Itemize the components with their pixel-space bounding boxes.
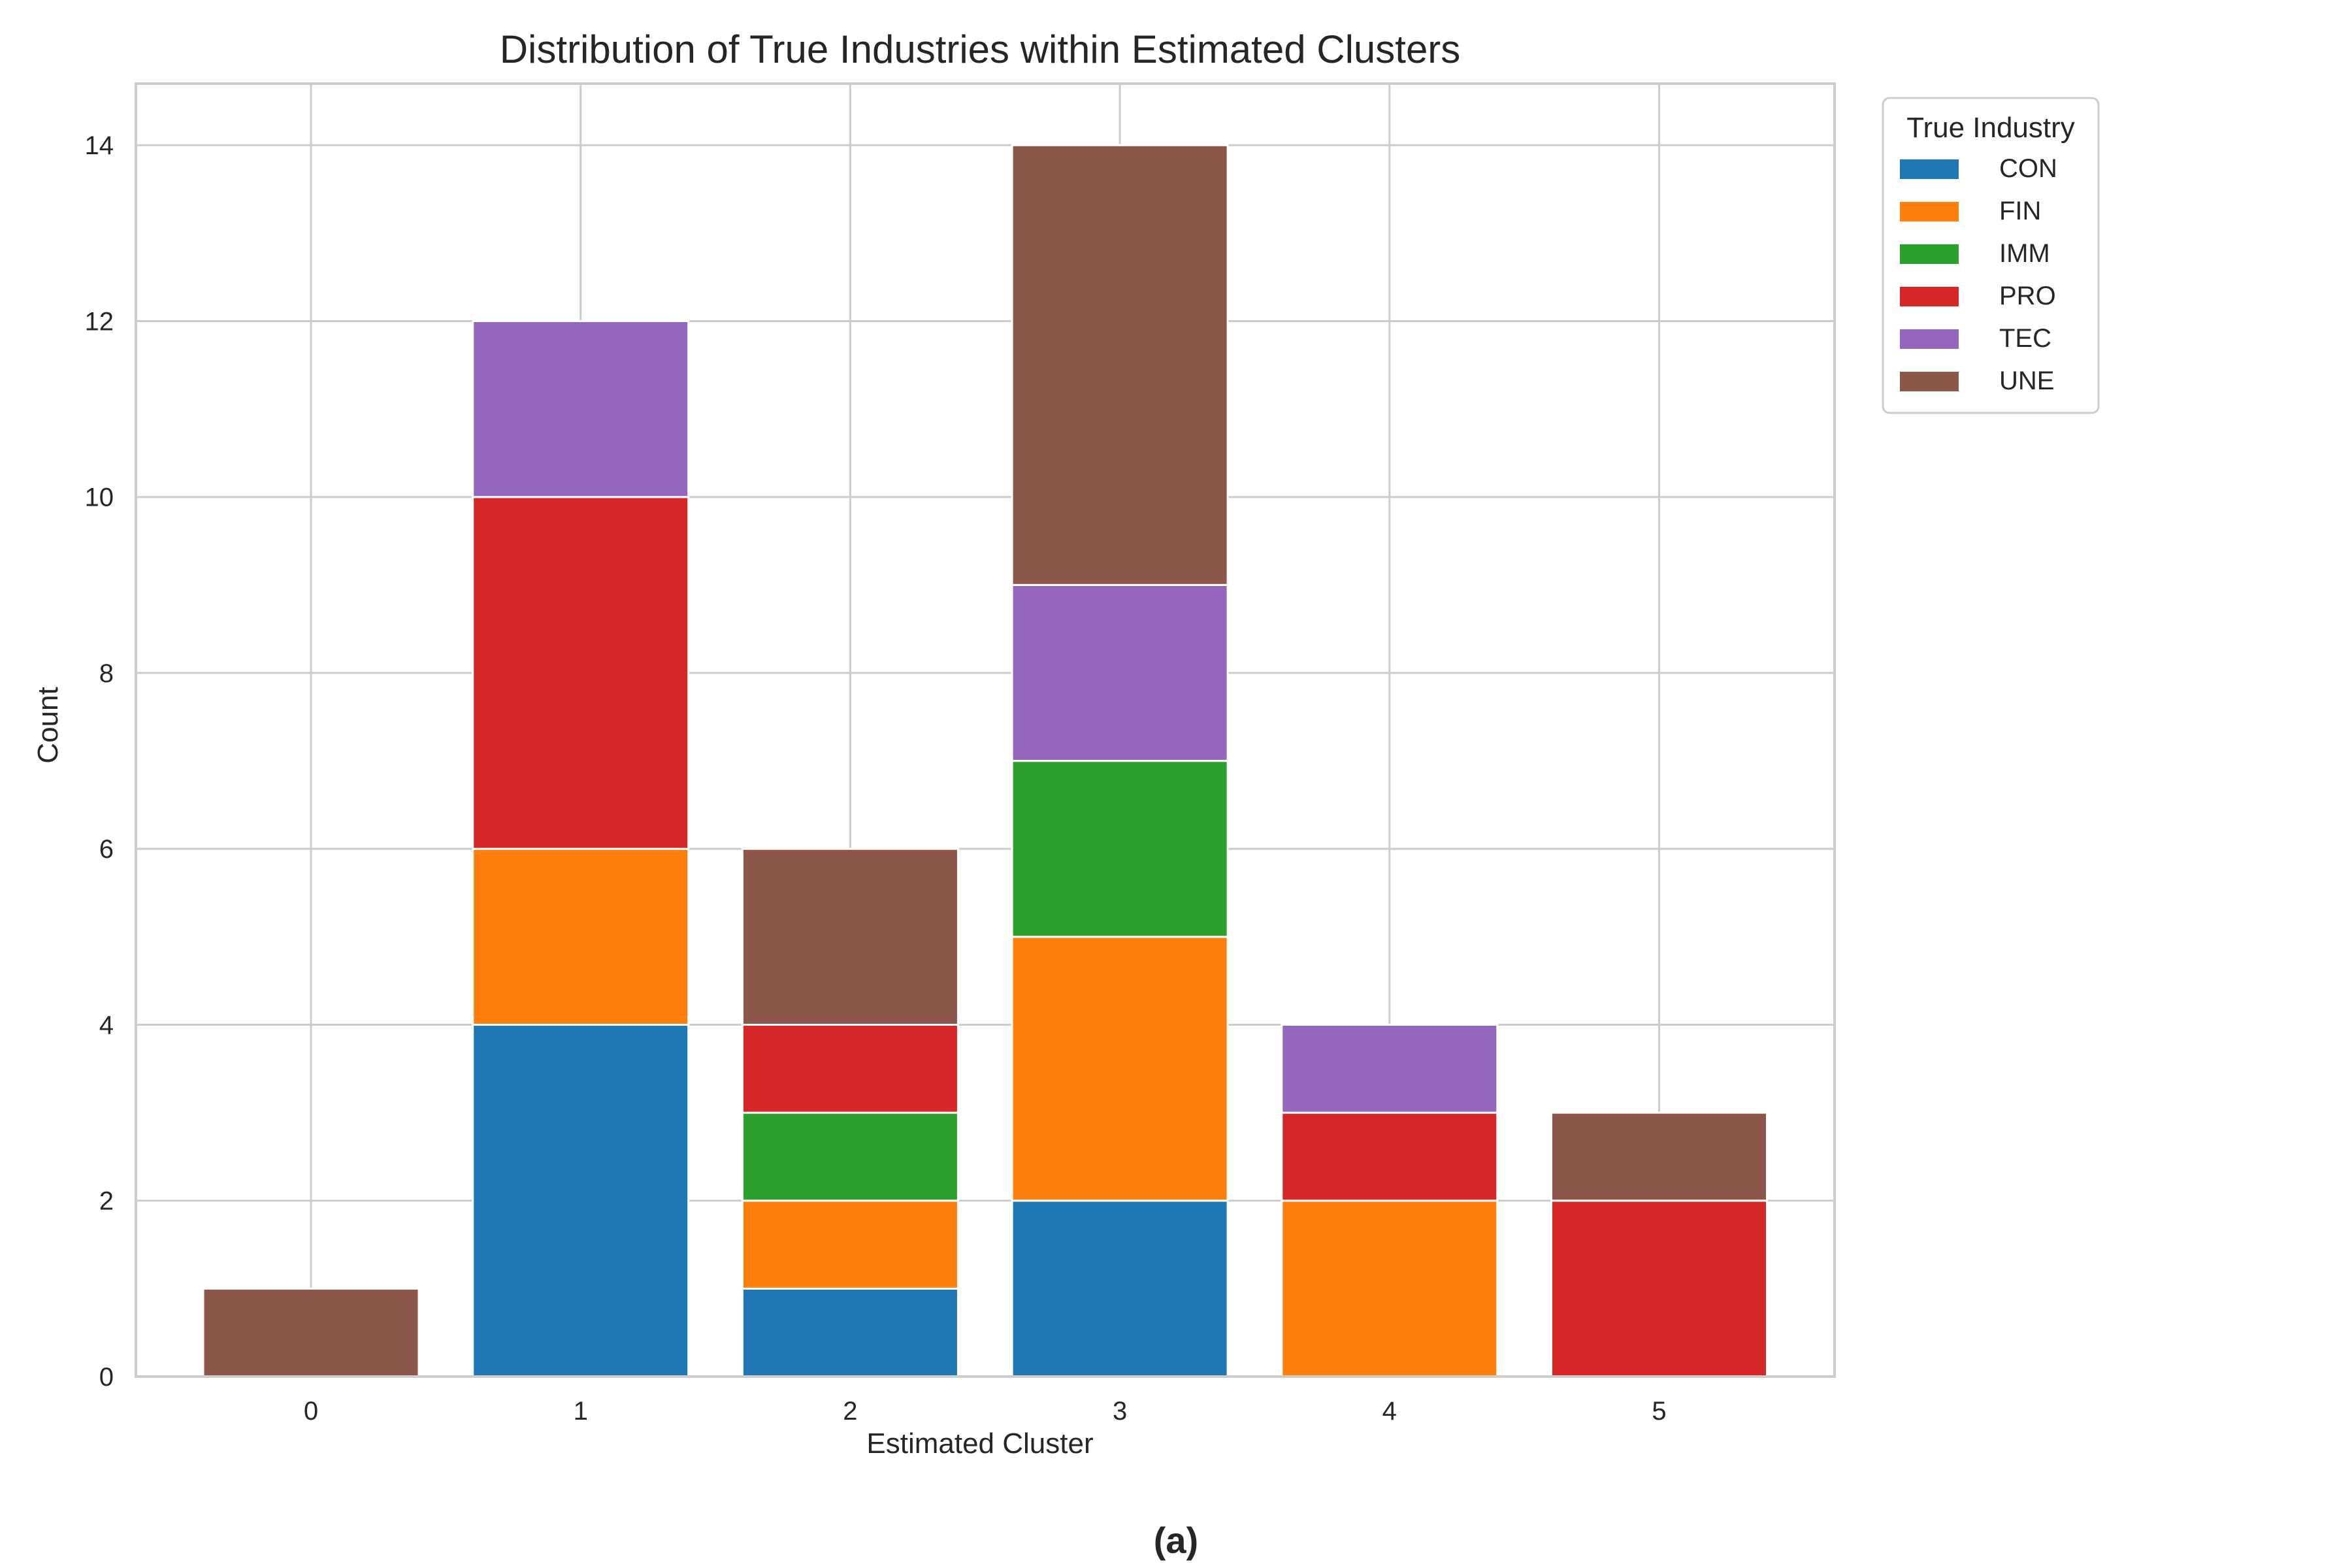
y-tick-label: 6: [99, 835, 114, 864]
legend-swatch-imm: [1900, 244, 1959, 264]
y-tick-label: 12: [85, 307, 114, 336]
legend-label-imm: IMM: [1999, 239, 2050, 268]
legend-swatch-pro: [1900, 287, 1959, 306]
chart-title: Distribution of True Industries within E…: [500, 27, 1461, 71]
legend-label-con: CON: [1999, 154, 2057, 183]
bar-segment-une: [202, 1287, 420, 1378]
y-tick-label: 10: [85, 483, 114, 512]
legend-swatch-tec: [1900, 329, 1959, 349]
y-axis-label: Count: [32, 687, 64, 763]
bar-segment-fin: [472, 847, 690, 1026]
bar-segment-con: [472, 1023, 690, 1378]
legend-swatch-con: [1900, 159, 1959, 179]
bar-segment-pro: [1550, 1200, 1768, 1378]
legend-title: True Industry: [1906, 112, 2075, 144]
bar-segment-fin: [1011, 936, 1229, 1202]
legend: True Industry CON FIN IMM PRO TEC UNE: [1882, 97, 2100, 414]
bar-segment-tec: [472, 319, 690, 498]
bar-segment-pro: [472, 496, 690, 850]
y-tick-label: 8: [99, 659, 114, 688]
legend-label-fin: FIN: [1999, 197, 2041, 225]
legend-label-tec: TEC: [1999, 324, 2051, 353]
bar-segment-con: [741, 1287, 959, 1378]
figure-caption: (a): [1153, 1520, 1199, 1561]
bar-segment-fin: [741, 1200, 959, 1290]
y-tick-label: 2: [99, 1187, 114, 1216]
bar-segment-tec: [1011, 583, 1229, 762]
legend-swatch-une: [1900, 372, 1959, 391]
x-tick-label: 0: [304, 1397, 318, 1426]
bar-segment-pro: [741, 1023, 959, 1114]
bar-segment-une: [1550, 1111, 1768, 1202]
bar-segment-pro: [1281, 1111, 1499, 1202]
bar-segment-fin: [1281, 1200, 1499, 1378]
legend-swatch-fin: [1900, 202, 1959, 221]
plot-frame: [135, 82, 1836, 1378]
legend-label-pro: PRO: [1999, 282, 2056, 310]
bars: [202, 144, 1768, 1378]
x-tick-label: 5: [1652, 1397, 1666, 1426]
bar-segment-con: [1011, 1200, 1229, 1378]
bar-segment-une: [741, 847, 959, 1026]
x-axis-label: Estimated Cluster: [866, 1428, 1093, 1460]
x-tick-label: 3: [1113, 1397, 1127, 1426]
bar-segment-imm: [741, 1111, 959, 1202]
bar-segment-tec: [1281, 1023, 1499, 1114]
y-tick-label: 4: [99, 1011, 114, 1039]
bar-segment-imm: [1011, 760, 1229, 938]
bar-segment-une: [1011, 144, 1229, 586]
x-tick-label: 1: [574, 1397, 588, 1426]
y-tick-label: 14: [85, 131, 114, 160]
legend-label-une: UNE: [1999, 367, 2054, 395]
y-tick-label: 0: [99, 1363, 114, 1392]
x-tick-label: 2: [843, 1397, 857, 1426]
x-tick-label: 4: [1382, 1397, 1397, 1426]
